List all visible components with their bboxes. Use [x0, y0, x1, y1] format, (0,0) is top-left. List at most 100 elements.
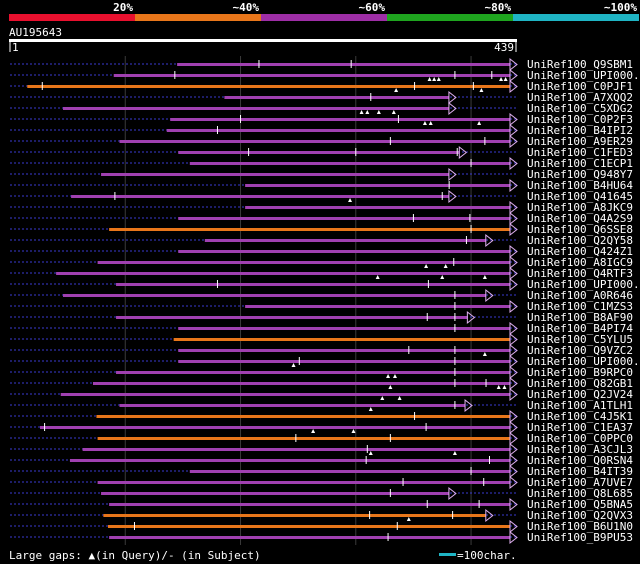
gap-triangle-icon: [348, 198, 353, 202]
hit-row[interactable]: UniRef100_Q9VZC2: [10, 343, 633, 358]
hit-row[interactable]: UniRef100_B8AF90: [10, 310, 633, 325]
hit-row[interactable]: UniRef100_C1MZS3: [10, 299, 633, 314]
hit-label[interactable]: UniRef100_Q5BNA5: [527, 498, 633, 511]
hit-arrow-icon: [509, 321, 518, 336]
hit-label[interactable]: UniRef100_B8AF90: [527, 311, 633, 324]
hit-label[interactable]: UniRef100_C1EA37: [527, 421, 633, 434]
hit-label[interactable]: UniRef100_B9PU53: [527, 531, 633, 544]
hit-label[interactable]: UniRef100_A9ER29: [527, 135, 633, 148]
hit-label[interactable]: UniRef100_Q4RTF3: [527, 267, 633, 280]
hit-row[interactable]: UniRef100_B9PU53: [10, 530, 633, 545]
hit-row[interactable]: UniRef100_Q4RTF3: [10, 266, 633, 281]
hit-row[interactable]: UniRef100_B4IT39: [10, 464, 633, 479]
hit-label[interactable]: UniRef100_A7UVE7: [527, 476, 633, 489]
hit-label[interactable]: UniRef100_C1MZS3: [527, 300, 633, 313]
hit-label[interactable]: UniRef100_Q41645: [527, 190, 633, 203]
hit-label[interactable]: UniRef100_A3CJL3: [527, 443, 633, 456]
hit-label[interactable]: UniRef100_Q82GB1: [527, 377, 633, 390]
hit-label[interactable]: UniRef100_B4IT39: [527, 465, 633, 478]
hit-bar: [96, 415, 510, 418]
hit-label[interactable]: UniRef100_Q9SBM1: [527, 58, 633, 71]
hit-label[interactable]: UniRef100_Q2QVX3: [527, 509, 633, 522]
hit-label[interactable]: UniRef100_B4HU64: [527, 179, 633, 192]
hit-row[interactable]: UniRef100_Q948Y7: [10, 167, 633, 182]
hit-row[interactable]: UniRef100_UPI000...: [10, 277, 640, 292]
hit-label[interactable]: UniRef100_A1TLH1: [527, 399, 633, 412]
hit-label[interactable]: UniRef100_Q2JV24: [527, 388, 633, 401]
hit-row[interactable]: UniRef100_A1TLH1: [10, 398, 633, 413]
hit-label[interactable]: UniRef100_A7XQQ2: [527, 91, 633, 104]
gap-triangle-icon: [375, 275, 380, 279]
hit-row[interactable]: UniRef100_C1ECP1: [10, 156, 633, 171]
hit-label[interactable]: UniRef100_UPI000...: [527, 278, 640, 291]
hit-label[interactable]: UniRef100_Q2QY58: [527, 234, 633, 247]
hit-row[interactable]: UniRef100_C5YLU5: [10, 332, 633, 347]
hit-label[interactable]: UniRef100_B9RPC0: [527, 366, 633, 379]
hit-bar: [56, 272, 510, 275]
hit-bar: [69, 459, 510, 462]
hit-label[interactable]: UniRef100_C5YLU5: [527, 333, 633, 346]
hit-row[interactable]: UniRef100_B6U1N0: [10, 519, 633, 534]
hit-row[interactable]: UniRef100_Q2QVX3: [10, 508, 633, 523]
gap-triangle-icon: [503, 77, 508, 81]
hit-row[interactable]: UniRef100_Q424Z1: [10, 244, 633, 259]
hit-row[interactable]: UniRef100_A7UVE7: [10, 475, 633, 490]
gap-triangle-icon: [427, 77, 432, 81]
hit-row[interactable]: UniRef100_Q8L685: [10, 486, 633, 501]
hit-label[interactable]: UniRef100_A8IGC9: [527, 256, 633, 269]
hit-row[interactable]: UniRef100_Q0RSN4: [10, 453, 633, 468]
hit-label[interactable]: UniRef100_UPI000...: [527, 355, 640, 368]
hit-label[interactable]: UniRef100_C5XDG2: [527, 102, 633, 115]
hit-row[interactable]: UniRef100_Q82GB1: [10, 376, 633, 391]
hit-label[interactable]: UniRef100_C0P2F3: [527, 113, 633, 126]
hit-arrow-icon: [509, 343, 518, 358]
hit-label[interactable]: UniRef100_C0PJF1: [527, 80, 633, 93]
hit-row[interactable]: UniRef100_C4J5K1: [10, 409, 633, 424]
hit-label[interactable]: UniRef100_C1ECP1: [527, 157, 633, 170]
hit-label[interactable]: UniRef100_Q0RSN4: [527, 454, 633, 467]
hit-row[interactable]: UniRef100_A3CJL3: [10, 442, 633, 457]
hit-row[interactable]: UniRef100_C1FED3: [10, 145, 633, 160]
hit-row[interactable]: UniRef100_UPI000...: [10, 68, 640, 83]
hit-bar: [101, 173, 449, 176]
hit-row[interactable]: UniRef100_B4PI74: [10, 321, 633, 336]
hit-label[interactable]: UniRef100_B4PI74: [527, 322, 633, 335]
hit-row[interactable]: UniRef100_A8IGC9: [10, 255, 633, 270]
hit-label[interactable]: UniRef100_B4IPI2: [527, 124, 633, 137]
hit-row[interactable]: UniRef100_Q9SBM1: [10, 57, 633, 72]
hit-row[interactable]: UniRef100_C0P2F3: [10, 112, 633, 127]
hit-row[interactable]: UniRef100_C0PJF1: [10, 79, 633, 94]
hit-label[interactable]: UniRef100_C4J5K1: [527, 410, 633, 423]
hit-row[interactable]: UniRef100_Q2QY58: [10, 233, 633, 248]
hit-row[interactable]: UniRef100_A8JKC9: [10, 200, 633, 215]
hit-row[interactable]: UniRef100_UPI000...: [10, 354, 640, 369]
hit-label[interactable]: UniRef100_Q9VZC2: [527, 344, 633, 357]
hit-row[interactable]: UniRef100_Q2JV24: [10, 387, 633, 402]
hit-bar: [245, 206, 510, 209]
hit-row[interactable]: UniRef100_Q4A2S9: [10, 211, 633, 226]
hit-row[interactable]: UniRef100_Q41645: [10, 189, 633, 204]
hit-label[interactable]: UniRef100_A8JKC9: [527, 201, 633, 214]
hit-row[interactable]: UniRef100_A0R646: [10, 288, 633, 303]
hit-label[interactable]: UniRef100_Q948Y7: [527, 168, 633, 181]
hit-label[interactable]: UniRef100_B6U1N0: [527, 520, 633, 533]
hit-label[interactable]: UniRef100_UPI000...: [527, 69, 640, 82]
hit-label[interactable]: UniRef100_Q4A2S9: [527, 212, 633, 225]
hit-row[interactable]: UniRef100_A9ER29: [10, 134, 633, 149]
hit-label[interactable]: UniRef100_Q8L685: [527, 487, 633, 500]
hit-row[interactable]: UniRef100_C1EA37: [10, 420, 633, 435]
hit-label[interactable]: UniRef100_C0PPC0: [527, 432, 633, 445]
hit-row[interactable]: UniRef100_Q5BNA5: [10, 497, 633, 512]
hit-label[interactable]: UniRef100_Q424Z1: [527, 245, 633, 258]
hit-row[interactable]: UniRef100_C5XDG2: [10, 101, 633, 116]
hit-label[interactable]: UniRef100_C1FED3: [527, 146, 633, 159]
hit-label[interactable]: UniRef100_A0R646: [527, 289, 633, 302]
hit-arrow-icon: [458, 145, 468, 160]
hit-row[interactable]: UniRef100_Q6SSE8: [10, 222, 633, 237]
hit-row[interactable]: UniRef100_C0PPC0: [10, 431, 633, 446]
hit-row[interactable]: UniRef100_B4IPI2: [10, 123, 633, 138]
hit-label[interactable]: UniRef100_Q6SSE8: [527, 223, 633, 236]
hit-row[interactable]: UniRef100_B9RPC0: [10, 365, 633, 380]
hit-row[interactable]: UniRef100_A7XQQ2: [10, 90, 633, 105]
hit-row[interactable]: UniRef100_B4HU64: [10, 178, 633, 193]
